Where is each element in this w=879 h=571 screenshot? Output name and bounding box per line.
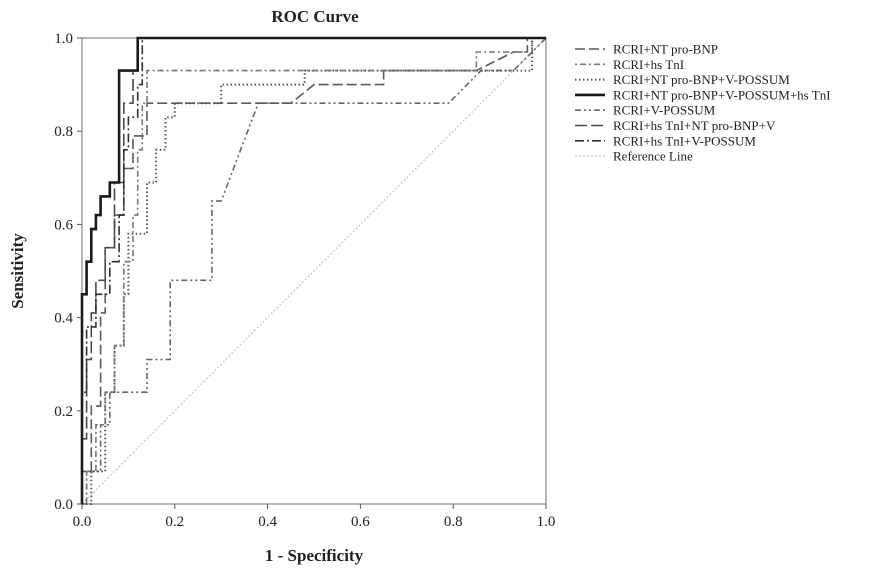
y-tick-label: 1.0 xyxy=(54,31,73,47)
y-tick-label: 0.8 xyxy=(54,124,73,140)
series-layer xyxy=(80,36,547,505)
x-tick-label: 0.6 xyxy=(351,514,370,530)
y-tick-label: 0.4 xyxy=(54,311,73,327)
legend-label: RCRI+NT pro-BNP xyxy=(613,42,718,57)
series-line-7 xyxy=(81,37,547,505)
y-tick-label: 0.6 xyxy=(54,217,73,233)
y-axis: 0.0 0.2 0.4 0.6 0.8 1.0 xyxy=(54,31,82,513)
x-tick-label: 0.0 xyxy=(73,514,92,530)
legend-label: RCRI+hs TnI xyxy=(613,57,684,72)
legend-label: Reference Line xyxy=(613,149,693,164)
series-line-6 xyxy=(81,37,546,504)
x-axis: 0.0 0.2 0.4 0.6 0.8 1.0 xyxy=(73,504,556,530)
legend-label: RCRI+hs TnI+V-POSSUM xyxy=(613,133,756,148)
x-tick-label: 1.0 xyxy=(537,514,556,530)
x-axis-label: 1 - Specificity xyxy=(265,546,364,565)
series-line-4 xyxy=(82,37,547,505)
series-line-3 xyxy=(80,36,546,504)
legend-label: RCRI+NT pro-BNP+V-POSSUM+hs TnI xyxy=(613,87,831,102)
legend-label: RCRI+hs TnI+NT pro-BNP+V xyxy=(613,118,776,133)
plot-area xyxy=(80,36,547,505)
chart-title: ROC Curve xyxy=(271,7,359,26)
x-tick-label: 0.8 xyxy=(444,514,463,530)
legend-label: RCRI+NT pro-BNP+V-POSSUM xyxy=(613,72,790,87)
x-tick-label: 0.4 xyxy=(258,514,277,530)
y-tick-label: 0.2 xyxy=(54,404,73,420)
legend-label: RCRI+V-POSSUM xyxy=(613,103,716,118)
y-tick-label: 0.0 xyxy=(54,497,73,513)
series-line-1 xyxy=(82,37,546,505)
y-axis-label: Sensitivity xyxy=(8,233,27,309)
x-tick-label: 0.2 xyxy=(165,514,184,530)
